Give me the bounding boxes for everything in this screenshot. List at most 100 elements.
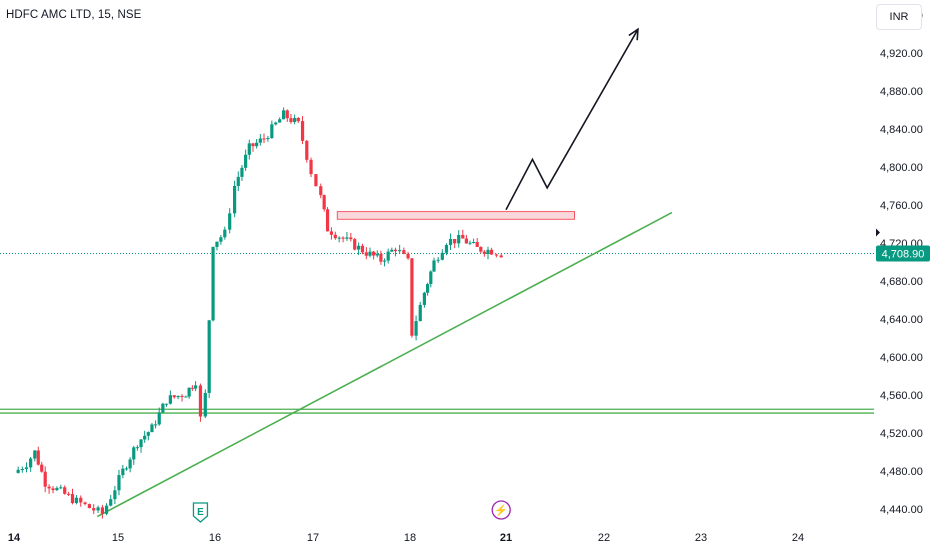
currency-button[interactable]: INR	[876, 4, 922, 30]
chart-title: HDFC AMC LTD, 15, NSE	[6, 9, 142, 21]
candle-body	[329, 231, 334, 235]
candle-body	[414, 321, 418, 336]
y-tick-label: 4,440.00	[880, 504, 923, 516]
candle-body	[448, 239, 453, 246]
candle-body	[219, 237, 223, 242]
x-tick-label: 24	[792, 532, 804, 544]
y-tick-label: 4,840.00	[880, 124, 923, 136]
projection-path[interactable]	[505, 28, 639, 211]
candle-body	[461, 234, 465, 239]
candle-body	[309, 159, 313, 175]
y-tick-label: 4,680.00	[880, 276, 923, 288]
candle-body	[314, 174, 318, 187]
candle-body	[262, 138, 266, 140]
scroll-right-icon[interactable]	[876, 228, 880, 237]
candle-body	[293, 118, 297, 123]
candle-body	[172, 395, 176, 398]
candle-body	[285, 110, 289, 119]
candle-body	[422, 292, 426, 305]
candle-body	[198, 385, 203, 417]
candle-body	[282, 110, 286, 120]
earnings-marker[interactable]: E	[192, 502, 209, 523]
candle-body	[157, 412, 161, 425]
candle-body	[100, 507, 104, 514]
candle-body	[79, 497, 83, 503]
time-axis[interactable]	[0, 524, 932, 550]
candle-body	[410, 258, 414, 336]
candle-body	[236, 176, 240, 187]
candle-body	[300, 121, 305, 141]
candle-body	[128, 459, 132, 469]
earnings-icon: E	[197, 507, 204, 518]
candle-body	[59, 487, 63, 489]
candle-body	[132, 447, 136, 460]
candle-body	[16, 469, 20, 473]
candle-body	[70, 494, 75, 504]
x-tick-label: 23	[695, 532, 707, 544]
candle-body	[251, 143, 255, 147]
candle-body	[255, 142, 259, 147]
candle-body	[382, 260, 387, 262]
candle-body	[20, 468, 24, 470]
candle-body	[51, 488, 55, 491]
candle-body	[289, 118, 293, 123]
candle-body	[258, 138, 262, 143]
candle-body	[453, 239, 457, 244]
candle-body	[490, 249, 494, 255]
candle-body	[24, 467, 29, 469]
candle-body	[475, 242, 479, 247]
candle-body	[40, 464, 44, 472]
candle-body	[440, 252, 444, 260]
lightning-icon: ⚡	[494, 504, 508, 517]
candle-body	[398, 250, 402, 252]
candle-body	[161, 403, 165, 413]
candle-body	[187, 387, 191, 397]
candle-body	[211, 246, 215, 321]
candle-body	[143, 435, 147, 440]
candle-body	[74, 497, 78, 504]
candle-body	[274, 122, 278, 125]
price-axis[interactable]	[874, 0, 932, 524]
candle-body	[464, 238, 468, 244]
candle-body	[124, 468, 129, 470]
candle-body	[457, 234, 461, 244]
candle-body	[223, 229, 227, 238]
candle-body	[215, 241, 219, 247]
candle-body	[113, 490, 117, 500]
x-tick-label: 21	[500, 532, 512, 544]
candle-body	[36, 450, 40, 465]
candle-body	[305, 140, 309, 160]
candle-body	[270, 124, 274, 139]
candle-body	[168, 395, 172, 404]
candle-body	[121, 468, 125, 476]
candle-body	[43, 471, 47, 487]
candle-body	[364, 252, 368, 256]
y-tick-label: 4,640.00	[880, 314, 923, 326]
ascending-trendline[interactable]	[96, 211, 673, 518]
candle-body	[356, 245, 361, 250]
candle-body	[432, 260, 436, 272]
candle-body	[203, 392, 207, 417]
candle-body	[345, 237, 349, 239]
candle-body	[322, 195, 326, 210]
candle-body	[29, 458, 33, 468]
candle-body	[180, 395, 184, 397]
candle-body	[468, 242, 472, 244]
candle-body	[341, 237, 345, 239]
candle-body	[266, 138, 270, 140]
candle-body	[444, 245, 449, 253]
candle-body	[233, 186, 237, 214]
candle-body	[47, 486, 51, 489]
dividend-marker[interactable]: ⚡	[491, 500, 511, 520]
y-tick-label: 4,760.00	[880, 200, 923, 212]
candle-body	[184, 396, 188, 398]
y-tick-label: 4,480.00	[880, 466, 923, 478]
candle-body	[319, 186, 323, 196]
resistance-zone[interactable]	[336, 211, 576, 220]
y-tick-label: 4,520.00	[880, 428, 923, 440]
x-tick-label: 18	[404, 532, 416, 544]
candle-body	[67, 493, 71, 495]
candle-body	[426, 284, 430, 293]
